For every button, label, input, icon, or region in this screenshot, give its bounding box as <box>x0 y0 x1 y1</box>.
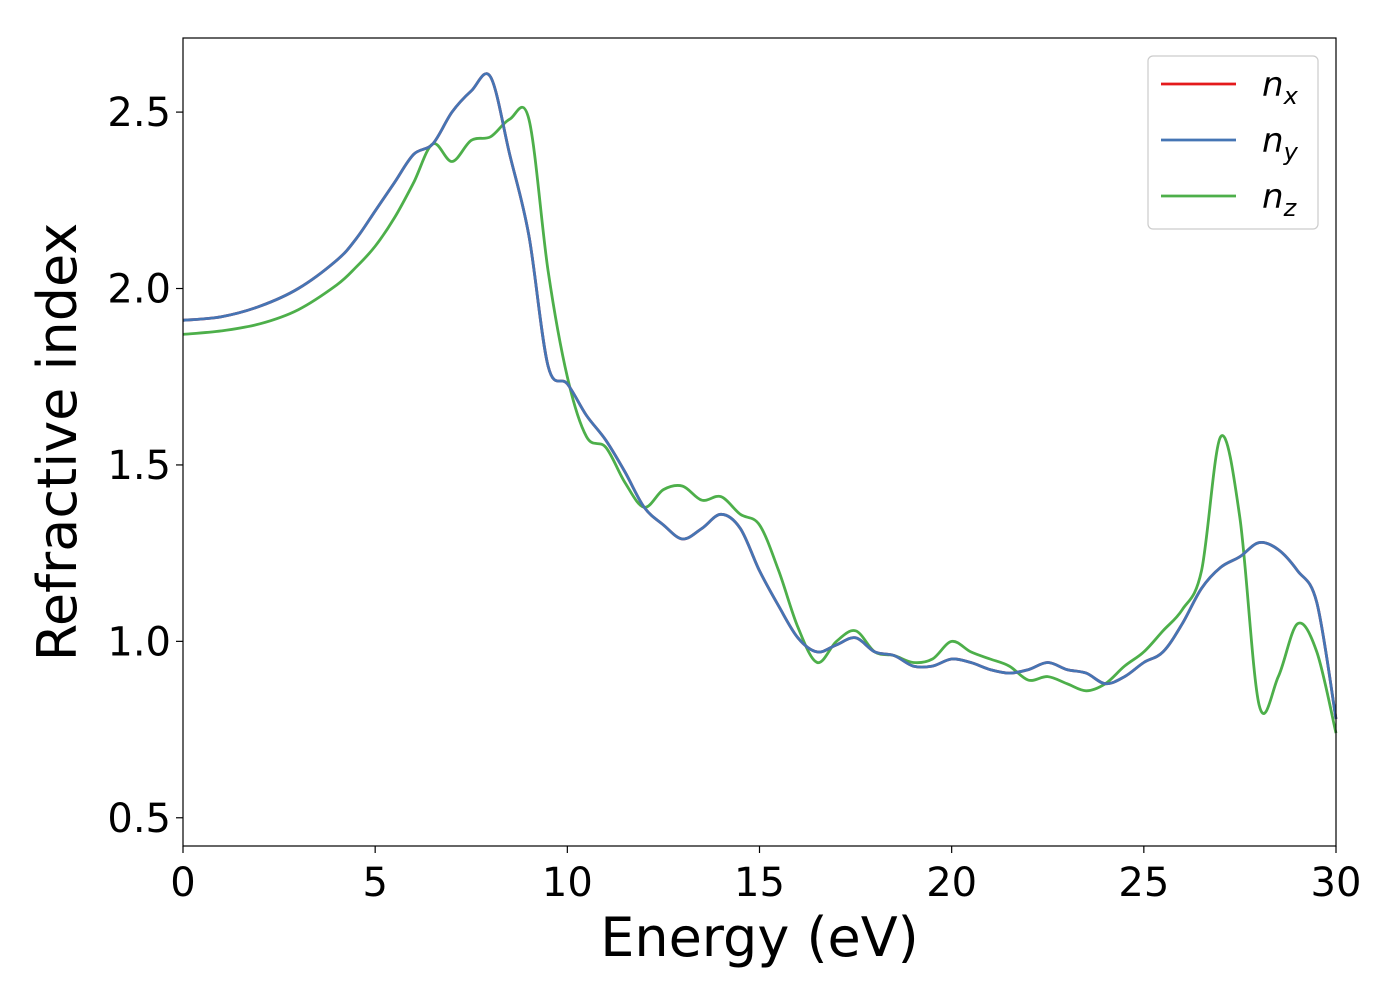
x-tick-label: 25 <box>1118 860 1169 906</box>
x-tick-label: 30 <box>1311 860 1362 906</box>
x-axis-title: Energy (eV) <box>600 906 919 969</box>
x-tick-label: 15 <box>734 860 785 906</box>
legend-label-y: ny <box>1262 121 1299 166</box>
series-layer <box>182 72 1338 734</box>
legend-box <box>1147 55 1319 230</box>
y-tick-label: 2.5 <box>107 90 171 136</box>
y-tick-label: 1.5 <box>107 443 171 489</box>
y-tick-label: 2.0 <box>107 267 171 313</box>
legend-label-x: nx <box>1262 65 1299 110</box>
legend: nx ny nz <box>1147 55 1319 230</box>
y-tick-label: 0.5 <box>107 796 171 842</box>
series-line-y <box>182 72 1338 720</box>
y-axis: 0.5 1.0 1.5 2.0 2.5 <box>107 90 183 842</box>
x-axis: 0 5 10 15 20 25 30 <box>170 846 1361 906</box>
x-tick-label: 10 <box>542 860 593 906</box>
y-axis-title: Refractive index <box>26 223 89 662</box>
x-tick-label: 0 <box>170 860 195 906</box>
x-tick-label: 5 <box>362 860 387 906</box>
plot-background <box>183 38 1336 846</box>
y-tick-label: 1.0 <box>107 619 171 665</box>
x-tick-label: 20 <box>926 860 977 906</box>
legend-label-z: nz <box>1262 177 1298 222</box>
